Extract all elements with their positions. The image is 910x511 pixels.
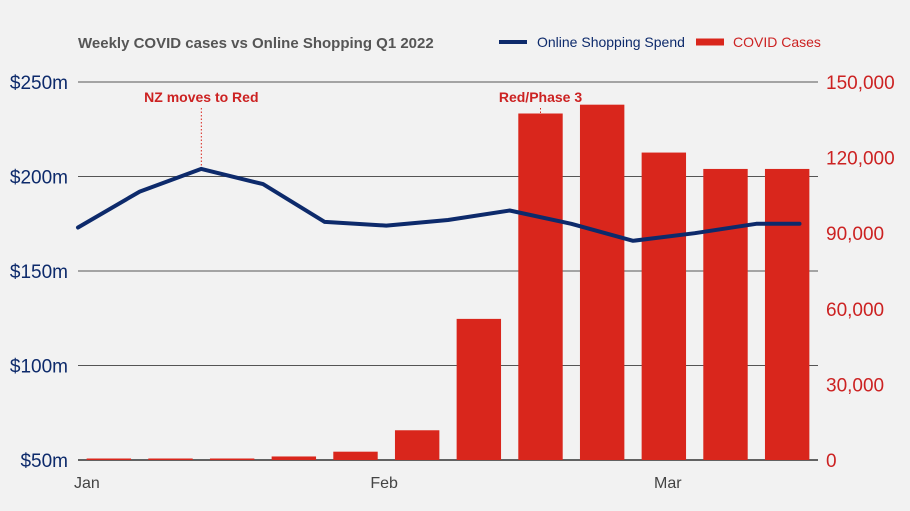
annotation-label: Red/Phase 3 xyxy=(499,89,582,105)
bar xyxy=(703,168,748,460)
covid-bars xyxy=(86,104,810,461)
legend: Online Shopping Spend COVID Cases xyxy=(499,34,821,50)
bar xyxy=(148,458,193,460)
bar xyxy=(456,318,502,460)
annotation-leaders xyxy=(200,108,541,169)
left-tick-label: $100m xyxy=(10,357,68,378)
gridlines xyxy=(78,81,818,461)
right-tick-label: 60,000 xyxy=(826,300,884,321)
left-tick-label: $250m xyxy=(10,73,68,94)
annotation-label: NZ moves to Red xyxy=(144,89,258,105)
right-tick-label: 150,000 xyxy=(826,73,895,94)
bar xyxy=(641,152,687,460)
right-tick-label: 120,000 xyxy=(826,149,895,170)
legend-line-label: Online Shopping Spend xyxy=(537,34,685,50)
left-axis: $250m $200m $150m $100m $50m xyxy=(10,73,68,472)
x-tick-label: Mar xyxy=(654,475,682,492)
legend-bar-label: COVID Cases xyxy=(733,34,821,50)
bar xyxy=(271,456,317,460)
bar xyxy=(333,451,378,460)
bar xyxy=(394,430,440,460)
right-tick-label: 0 xyxy=(826,451,837,472)
chart-title: Weekly COVID cases vs Online Shopping Q1… xyxy=(78,35,434,52)
left-tick-label: $200m xyxy=(10,168,68,189)
left-tick-label: $150m xyxy=(10,262,68,283)
x-axis: Jan Feb Mar xyxy=(74,475,682,492)
bar xyxy=(86,458,132,460)
right-axis: 150,000 120,000 90,000 60,000 30,000 0 xyxy=(826,73,895,472)
annotations: NZ moves to Red Red/Phase 3 xyxy=(144,89,582,105)
shopping-line xyxy=(76,166,802,243)
bar xyxy=(764,168,810,460)
bar xyxy=(518,113,563,460)
bar xyxy=(579,104,625,461)
left-tick-label: $50m xyxy=(20,451,68,472)
x-tick-label: Feb xyxy=(370,475,398,492)
line-series xyxy=(76,166,802,243)
bar xyxy=(209,458,255,460)
right-tick-label: 90,000 xyxy=(826,224,884,245)
x-tick-label: Jan xyxy=(74,475,100,492)
right-tick-label: 30,000 xyxy=(826,375,884,396)
